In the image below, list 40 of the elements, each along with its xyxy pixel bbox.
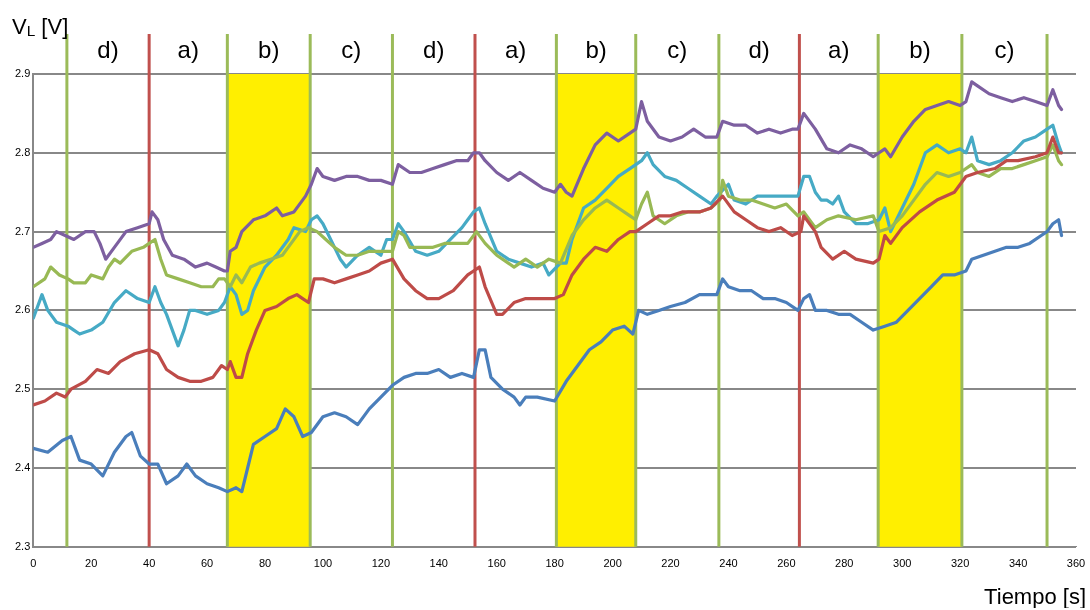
x-tick-label: 20 [85, 557, 98, 570]
text: b) [909, 36, 931, 63]
x-tick-label: 60 [200, 557, 214, 570]
x-tick-label: 320 [950, 557, 970, 570]
x-tick-label: 120 [371, 557, 391, 570]
x-tick-label: 280 [835, 557, 854, 570]
y-tick-label: 2.3 [14, 539, 31, 552]
x-tick-label: 0 [30, 557, 37, 570]
text: c) [667, 36, 688, 63]
x-tick-label: 40 [143, 557, 156, 570]
x-tick-label: 260 [777, 557, 796, 570]
text: d) [423, 36, 445, 63]
y-tick-label: 2.5 [14, 382, 31, 395]
x-axis-title: Tiempo [s] [984, 584, 1087, 609]
y-tick-label: 2.9 [14, 67, 31, 80]
text: c) [994, 36, 1015, 63]
y-axis-title: VL [V] [12, 14, 69, 40]
text: a) [828, 36, 850, 63]
text: d) [97, 36, 119, 63]
x-tick-label: 140 [429, 557, 448, 570]
y-tick-label: 2.7 [14, 224, 31, 237]
x-tick-label: 180 [545, 557, 564, 570]
x-tick-label: 200 [603, 557, 622, 570]
x-tick-label: 100 [313, 557, 333, 570]
x-tick-label: 360 [1066, 557, 1086, 570]
x-tick-label: 340 [1008, 557, 1028, 570]
text: b) [585, 36, 607, 63]
text: a) [505, 36, 527, 63]
text: a) [177, 36, 199, 63]
text: b) [258, 36, 280, 63]
text: d) [748, 36, 770, 63]
x-tick-label: 160 [487, 557, 506, 570]
x-tick-label: 220 [661, 557, 680, 570]
x-tick-label: 80 [258, 557, 272, 570]
y-tick-label: 2.4 [14, 461, 31, 474]
y-tick-label: 2.6 [14, 303, 31, 316]
text: c) [341, 36, 362, 63]
x-tick-label: 240 [719, 557, 738, 570]
x-tick-label: 300 [893, 557, 912, 570]
y-tick-label: 2.8 [14, 145, 31, 158]
